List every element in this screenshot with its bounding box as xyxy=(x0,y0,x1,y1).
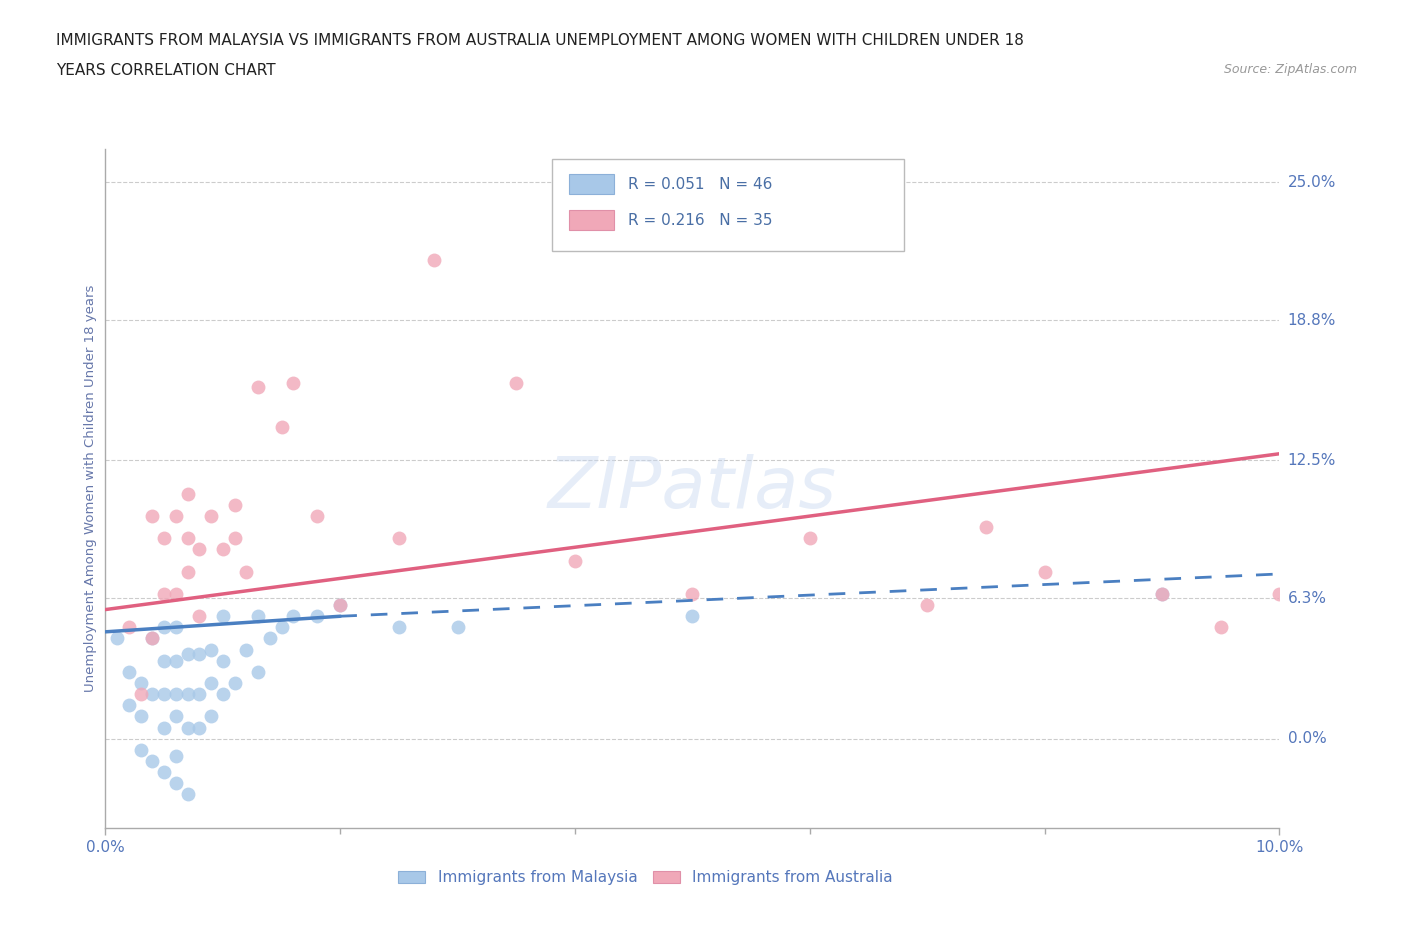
Point xyxy=(176,486,198,501)
Point xyxy=(682,609,704,624)
Point xyxy=(305,609,328,624)
Point xyxy=(188,542,211,557)
Point xyxy=(118,698,141,712)
Point xyxy=(165,749,187,764)
Point xyxy=(388,531,411,546)
Point xyxy=(129,675,152,690)
Legend: Immigrants from Malaysia, Immigrants from Australia: Immigrants from Malaysia, Immigrants fro… xyxy=(392,864,900,891)
Point xyxy=(799,531,821,546)
Point xyxy=(200,709,222,724)
Point xyxy=(165,686,187,701)
Point xyxy=(153,686,176,701)
Point xyxy=(259,631,281,646)
Text: Source: ZipAtlas.com: Source: ZipAtlas.com xyxy=(1223,63,1357,76)
Point xyxy=(917,598,939,613)
Point xyxy=(224,498,246,512)
Point xyxy=(188,609,211,624)
Y-axis label: Unemployment Among Women with Children Under 18 years: Unemployment Among Women with Children U… xyxy=(84,285,97,692)
Point xyxy=(564,553,586,568)
Point xyxy=(176,565,198,579)
Point xyxy=(247,379,270,394)
Point xyxy=(176,686,198,701)
Point xyxy=(105,631,128,646)
Point xyxy=(423,253,446,268)
Point xyxy=(129,686,152,701)
Point xyxy=(165,620,187,635)
Point xyxy=(153,653,176,668)
Point xyxy=(141,753,163,768)
Point xyxy=(1033,565,1056,579)
Point xyxy=(682,587,704,602)
Point xyxy=(974,520,997,535)
Point xyxy=(129,709,152,724)
Point xyxy=(329,598,352,613)
Point xyxy=(1268,587,1291,602)
Point xyxy=(141,631,163,646)
FancyBboxPatch shape xyxy=(569,210,614,231)
Point xyxy=(446,620,468,635)
Text: YEARS CORRELATION CHART: YEARS CORRELATION CHART xyxy=(56,63,276,78)
Point xyxy=(283,375,305,390)
Text: R = 0.216   N = 35: R = 0.216 N = 35 xyxy=(628,213,772,228)
Point xyxy=(329,598,352,613)
Point xyxy=(200,675,222,690)
Text: 6.3%: 6.3% xyxy=(1288,591,1327,606)
Point xyxy=(176,646,198,661)
Point xyxy=(283,609,305,624)
Point xyxy=(211,653,233,668)
Point xyxy=(388,620,411,635)
FancyBboxPatch shape xyxy=(551,159,904,251)
Point xyxy=(1150,587,1173,602)
Point xyxy=(153,531,176,546)
Point xyxy=(165,653,187,668)
Point xyxy=(176,787,198,802)
Text: ZIPatlas: ZIPatlas xyxy=(548,454,837,523)
Point xyxy=(176,720,198,735)
Point xyxy=(270,620,292,635)
Point xyxy=(305,509,328,524)
Point xyxy=(211,609,233,624)
Point xyxy=(200,643,222,658)
Point xyxy=(118,620,141,635)
Point xyxy=(247,664,270,679)
Text: R = 0.051   N = 46: R = 0.051 N = 46 xyxy=(628,177,772,192)
Point xyxy=(235,643,257,658)
Text: 18.8%: 18.8% xyxy=(1288,312,1336,327)
Point xyxy=(153,764,176,779)
Point xyxy=(153,720,176,735)
Point xyxy=(211,686,233,701)
Point xyxy=(153,587,176,602)
Text: 12.5%: 12.5% xyxy=(1288,453,1336,468)
Point xyxy=(153,620,176,635)
Point xyxy=(270,419,292,434)
Point xyxy=(188,646,211,661)
Point xyxy=(188,686,211,701)
Text: 25.0%: 25.0% xyxy=(1288,175,1336,190)
Point xyxy=(118,664,141,679)
Point xyxy=(165,776,187,790)
Point xyxy=(129,742,152,757)
Point xyxy=(224,531,246,546)
Point xyxy=(165,587,187,602)
Text: IMMIGRANTS FROM MALAYSIA VS IMMIGRANTS FROM AUSTRALIA UNEMPLOYMENT AMONG WOMEN W: IMMIGRANTS FROM MALAYSIA VS IMMIGRANTS F… xyxy=(56,33,1024,47)
Point xyxy=(1150,587,1173,602)
Point xyxy=(235,565,257,579)
Point xyxy=(176,531,198,546)
Point xyxy=(165,509,187,524)
Point xyxy=(224,675,246,690)
Point xyxy=(200,509,222,524)
Point xyxy=(188,720,211,735)
Point xyxy=(505,375,527,390)
Point xyxy=(165,709,187,724)
Point xyxy=(247,609,270,624)
Point xyxy=(1209,620,1232,635)
Point xyxy=(141,686,163,701)
Point xyxy=(141,631,163,646)
FancyBboxPatch shape xyxy=(569,174,614,194)
Point xyxy=(141,509,163,524)
Point xyxy=(211,542,233,557)
Text: 0.0%: 0.0% xyxy=(1288,731,1326,746)
